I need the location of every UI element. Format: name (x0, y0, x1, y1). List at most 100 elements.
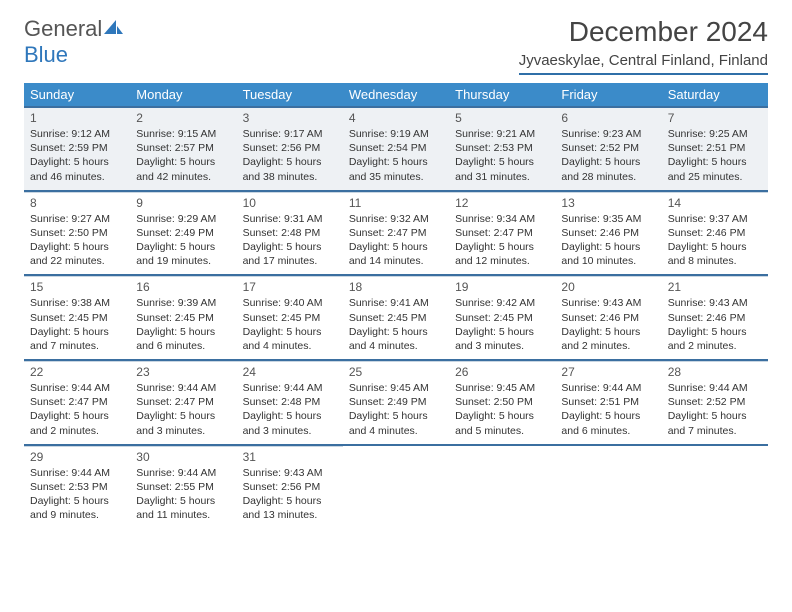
sunrise-line: Sunrise: 9:43 AM (668, 296, 762, 310)
sunset-line: Sunset: 2:50 PM (30, 226, 124, 240)
sunset-line: Sunset: 2:46 PM (561, 311, 655, 325)
day-cell: 6Sunrise: 9:23 AMSunset: 2:52 PMDaylight… (555, 108, 661, 190)
daylight-line: Daylight: 5 hours and 7 minutes. (668, 409, 762, 437)
day-number: 31 (243, 450, 337, 464)
sunset-line: Sunset: 2:51 PM (668, 141, 762, 155)
day-number: 29 (30, 450, 124, 464)
sunset-line: Sunset: 2:47 PM (349, 226, 443, 240)
day-cell: 21 Sunrise: 9:43 AMSunset: 2:46 PMDayligh… (662, 276, 768, 359)
sunrise-line: Sunrise: 9:45 AM (349, 381, 443, 395)
day-cell: 28Sunrise: 9:44 AMSunset: 2:52 PMDayligh… (662, 361, 768, 444)
day-header: Monday (130, 83, 236, 106)
day-cell: 12Sunrise: 9:34 AMSunset: 2:47 PMDayligh… (449, 192, 555, 275)
daylight-line: Daylight: 5 hours and 13 minutes. (243, 494, 337, 522)
daylight-line: Daylight: 5 hours and 11 minutes. (136, 494, 230, 522)
day-number: 25 (349, 365, 443, 379)
daylight-line: Daylight: 5 hours and 6 minutes. (136, 325, 230, 353)
day-number: 9 (136, 196, 230, 210)
day-number: 26 (455, 365, 549, 379)
weeks-container: 1Sunrise: 9:12 AMSunset: 2:59 PMDaylight… (24, 106, 768, 528)
sunset-line: Sunset: 2:56 PM (243, 480, 337, 494)
daylight-line: Daylight: 5 hours and 6 minutes. (561, 409, 655, 437)
daylight-line: Daylight: 5 hours and 42 minutes. (136, 155, 230, 183)
sunrise-line: Sunrise: 9:44 AM (243, 381, 337, 395)
day-cell: 4Sunrise: 9:19 AMSunset: 2:54 PMDaylight… (343, 108, 449, 190)
sunset-line: Sunset: 2:46 PM (561, 226, 655, 240)
sunrise-line: Sunrise: 9:44 AM (561, 381, 655, 395)
week-row: 15Sunrise: 9:38 AMSunset: 2:45 PMDayligh… (24, 274, 768, 359)
sunset-line: Sunset: 2:54 PM (349, 141, 443, 155)
sunset-line: Sunset: 2:45 PM (349, 311, 443, 325)
day-cell: 25 Sunrise: 9:45 AMSunset: 2:49 PMDayligh… (343, 361, 449, 444)
day-header: Wednesday (343, 83, 449, 106)
day-cell: 9Sunrise: 9:29 AMSunset: 2:49 PMDaylight… (130, 192, 236, 275)
sunrise-line: Sunrise: 9:43 AM (561, 296, 655, 310)
day-header: Saturday (662, 83, 768, 106)
day-number: 22 (30, 365, 124, 379)
sunrise-line: Sunrise: 9:43 AM (243, 466, 337, 480)
sunset-line: Sunset: 2:47 PM (455, 226, 549, 240)
day-number: 11 (349, 196, 443, 210)
sunset-line: Sunset: 2:57 PM (136, 141, 230, 155)
sunrise-line: Sunrise: 9:40 AM (243, 296, 337, 310)
day-number: 27 (561, 365, 655, 379)
daylight-line: Daylight: 5 hours and 5 minutes. (455, 409, 549, 437)
sunset-line: Sunset: 2:45 PM (30, 311, 124, 325)
day-number: 21 (668, 280, 762, 294)
day-number: 24 (243, 365, 337, 379)
daylight-line: Daylight: 5 hours and 14 minutes. (349, 240, 443, 268)
sunset-line: Sunset: 2:45 PM (455, 311, 549, 325)
daylight-line: Daylight: 5 hours and 9 minutes. (30, 494, 124, 522)
day-number: 12 (455, 196, 549, 210)
daylight-line: Daylight: 5 hours and 3 minutes. (455, 325, 549, 353)
sunset-line: Sunset: 2:49 PM (136, 226, 230, 240)
day-cell: 22Sunrise: 9:44 AMSunset: 2:47 PMDayligh… (24, 361, 130, 444)
logo-word-1: General (24, 16, 102, 41)
day-number: 30 (136, 450, 230, 464)
sunset-line: Sunset: 2:47 PM (30, 395, 124, 409)
day-header: Tuesday (237, 83, 343, 106)
sunrise-line: Sunrise: 9:45 AM (455, 381, 549, 395)
day-cell: 27Sunrise: 9:44 AMSunset: 2:51 PMDayligh… (555, 361, 661, 444)
daylight-line: Daylight: 5 hours and 2 minutes. (668, 325, 762, 353)
sunset-line: Sunset: 2:56 PM (243, 141, 337, 155)
day-number: 28 (668, 365, 762, 379)
sunrise-line: Sunrise: 9:37 AM (668, 212, 762, 226)
day-cell: 18Sunrise: 9:41 AMSunset: 2:45 PMDayligh… (343, 276, 449, 359)
day-number: 13 (561, 196, 655, 210)
sunrise-line: Sunrise: 9:32 AM (349, 212, 443, 226)
day-header: Friday (555, 83, 661, 106)
sunset-line: Sunset: 2:53 PM (455, 141, 549, 155)
logo-sail-icon (102, 16, 124, 42)
daylight-line: Daylight: 5 hours and 19 minutes. (136, 240, 230, 268)
sunrise-line: Sunrise: 9:44 AM (136, 381, 230, 395)
sunrise-line: Sunrise: 9:17 AM (243, 127, 337, 141)
sunset-line: Sunset: 2:45 PM (136, 311, 230, 325)
month-title: December 2024 (519, 16, 768, 48)
daylight-line: Daylight: 5 hours and 38 minutes. (243, 155, 337, 183)
sunset-line: Sunset: 2:46 PM (668, 311, 762, 325)
sunrise-line: Sunrise: 9:38 AM (30, 296, 124, 310)
day-number: 6 (561, 111, 655, 125)
sunset-line: Sunset: 2:55 PM (136, 480, 230, 494)
daylight-line: Daylight: 5 hours and 4 minutes. (349, 409, 443, 437)
day-cell: 16Sunrise: 9:39 AMSunset: 2:45 PMDayligh… (130, 276, 236, 359)
sunrise-line: Sunrise: 9:39 AM (136, 296, 230, 310)
day-number: 23 (136, 365, 230, 379)
sunset-line: Sunset: 2:49 PM (349, 395, 443, 409)
sunrise-line: Sunrise: 9:25 AM (668, 127, 762, 141)
sunrise-line: Sunrise: 9:19 AM (349, 127, 443, 141)
day-cell: 13Sunrise: 9:35 AMSunset: 2:46 PMDayligh… (555, 192, 661, 275)
sunset-line: Sunset: 2:50 PM (455, 395, 549, 409)
sunrise-line: Sunrise: 9:41 AM (349, 296, 443, 310)
logo: GeneralBlue (24, 16, 124, 68)
day-number: 1 (30, 111, 124, 125)
day-cell: 24Sunrise: 9:44 AMSunset: 2:48 PMDayligh… (237, 361, 343, 444)
week-row: 1Sunrise: 9:12 AMSunset: 2:59 PMDaylight… (24, 106, 768, 190)
daylight-line: Daylight: 5 hours and 31 minutes. (455, 155, 549, 183)
sunrise-line: Sunrise: 9:27 AM (30, 212, 124, 226)
day-header: Thursday (449, 83, 555, 106)
sunrise-line: Sunrise: 9:23 AM (561, 127, 655, 141)
daylight-line: Daylight: 5 hours and 28 minutes. (561, 155, 655, 183)
day-number: 20 (561, 280, 655, 294)
